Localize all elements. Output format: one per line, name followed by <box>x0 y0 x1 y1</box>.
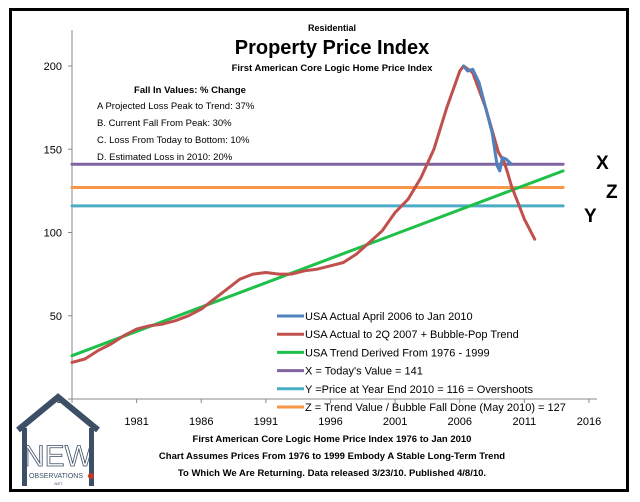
marker-z: Z <box>606 182 618 203</box>
x-tick-label: 2001 <box>383 416 407 428</box>
notes-line: A Projected Loss Peak to Trend: 37% <box>97 101 255 112</box>
chart-subtitle: First American Core Logic Home Price Ind… <box>232 63 434 74</box>
chart-frame <box>9 8 629 492</box>
legend-label: USA Actual April 2006 to Jan 2010 <box>305 311 473 323</box>
legend-label: X = Today's Value = 141 <box>305 366 423 378</box>
y-tick-label: 100 <box>44 228 62 240</box>
legend-label: Y =Price at Year End 2010 = 116 = Oversh… <box>305 384 534 396</box>
y-tick-label: 150 <box>44 144 62 156</box>
x-tick-label: 1986 <box>189 416 213 428</box>
logo: NEW OBSERVATIONS .NET <box>16 393 100 486</box>
x-tick-label: 1996 <box>318 416 342 428</box>
legend-label: Z = Trend Value / Bubble Fall Done (May … <box>305 402 566 414</box>
notes-line: C. Loss From Today to Bottom: 10% <box>97 135 250 146</box>
y-tick-label: 50 <box>50 311 62 323</box>
notes-heading: Fall In Values: % Change <box>134 85 246 96</box>
x-tick-label: 1991 <box>254 416 278 428</box>
marker-y: Y <box>584 206 597 227</box>
logo-text: NEW <box>23 440 94 473</box>
footer-line: To Which We Are Returning. Data released… <box>178 468 486 479</box>
notes-line: D. Estimated Loss in 2010: 20% <box>97 152 233 163</box>
series-line <box>462 64 513 173</box>
chart-supertitle: Residential <box>308 23 356 33</box>
legend-label: USA Actual to 2Q 2007 + Bubble-Pop Trend <box>305 329 519 341</box>
x-tick-label: 2006 <box>448 416 472 428</box>
notes-line: B. Current Fall From Peak: 30% <box>97 118 232 129</box>
logo-text: .NET <box>53 481 63 486</box>
x-tick-label: 2011 <box>513 416 537 428</box>
marker-x: X <box>596 153 609 174</box>
y-tick-label: 200 <box>44 61 62 73</box>
footer-line: First American Core Logic Home Price Ind… <box>193 434 472 445</box>
x-tick-label: 1981 <box>124 416 148 428</box>
logo-text: OBSERVATIONS <box>29 473 83 480</box>
x-tick-label: 2016 <box>577 416 601 428</box>
footer-line: Chart Assumes Prices From 1976 to 1999 E… <box>159 451 505 462</box>
legend-label: USA Trend Derived From 1976 - 1999 <box>305 347 490 359</box>
chart-title: Property Price Index <box>235 37 430 59</box>
